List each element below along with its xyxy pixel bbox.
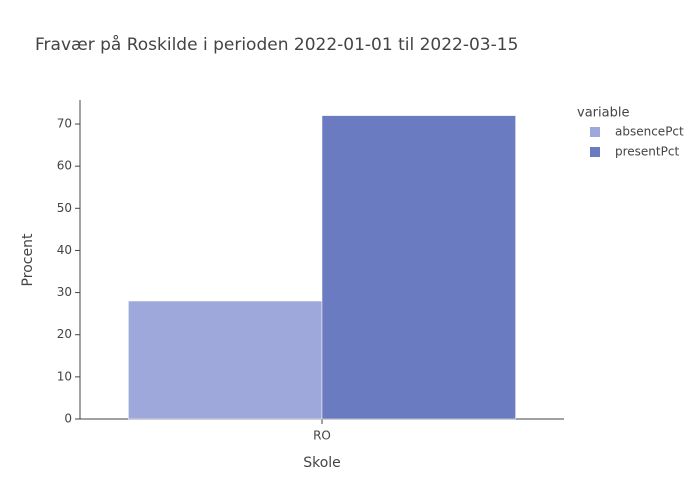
legend-label: presentPct xyxy=(615,145,679,159)
y-axis-title: Procent xyxy=(20,233,36,286)
y-tick-label: 60 xyxy=(57,159,72,173)
legend-swatch xyxy=(590,127,600,137)
legend-label: absencePct xyxy=(615,125,684,139)
legend-swatch xyxy=(590,147,600,157)
y-tick-label: 70 xyxy=(57,117,72,131)
x-tick-label: RO xyxy=(313,429,331,443)
y-tick-label: 0 xyxy=(64,412,72,426)
bar xyxy=(321,115,516,420)
legend-title: variable xyxy=(577,106,629,121)
y-tick-label: 50 xyxy=(57,201,72,215)
y-tick-label: 20 xyxy=(57,327,72,341)
x-axis-title: Skole xyxy=(303,455,341,471)
y-tick-label: 10 xyxy=(57,369,72,383)
y-tick-label: 30 xyxy=(57,285,72,299)
y-tick-label: 40 xyxy=(57,243,72,257)
chart-title: Fravær på Roskilde i perioden 2022-01-01… xyxy=(35,34,518,55)
bar xyxy=(128,300,323,420)
